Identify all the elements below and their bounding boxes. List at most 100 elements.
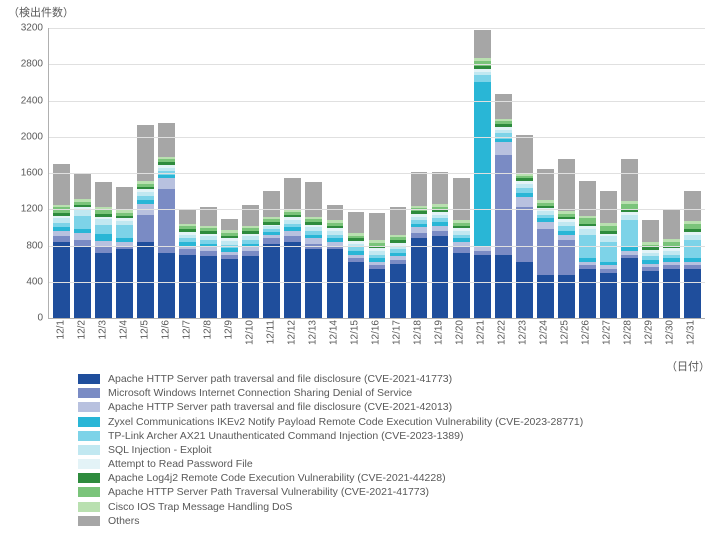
legend-item: Microsoft Windows Internet Connection Sh… (78, 386, 698, 400)
legend-label: TP-Link Archer AX21 Unauthenticated Comm… (108, 429, 463, 443)
bar-segment (179, 255, 196, 318)
legend-swatch (78, 459, 100, 469)
y-tick-label: 400 (26, 276, 49, 287)
detections-stacked-bar-chart: （検出件数） （日付） 0400800120016002000240028003… (0, 0, 720, 539)
stacked-bar (158, 123, 175, 318)
x-tick-label: 12/20 (450, 320, 471, 368)
legend-swatch (78, 487, 100, 497)
bar-segment (600, 273, 617, 318)
stacked-bar (200, 207, 217, 318)
x-tick-label: 12/16 (365, 320, 386, 368)
grid-line (49, 173, 705, 174)
legend-item: Apache HTTP Server path traversal and fi… (78, 400, 698, 414)
bar-segment (495, 255, 512, 318)
bar-segment (600, 191, 617, 223)
bar-segment (621, 220, 638, 247)
bar-segment (579, 181, 596, 215)
grid-line (49, 64, 705, 65)
bar-segment (74, 173, 91, 199)
legend-swatch (78, 402, 100, 412)
bar-segment (663, 269, 680, 318)
grid-line (49, 209, 705, 210)
bar-segment (516, 207, 533, 261)
y-tick-label: 2400 (21, 95, 49, 106)
plot-area: 0400800120016002000240028003200 (48, 28, 705, 319)
bar-segment (74, 216, 91, 230)
stacked-bar (579, 181, 596, 318)
x-tick-label: 12/8 (197, 320, 218, 368)
x-tick-label: 12/10 (239, 320, 260, 368)
bar-segment (432, 236, 449, 318)
bar-segment (684, 269, 701, 318)
bar-segment (116, 249, 133, 318)
legend-item: TP-Link Archer AX21 Unauthenticated Comm… (78, 429, 698, 443)
bar-segment (95, 182, 112, 207)
stacked-bar (327, 205, 344, 318)
legend-label: Apache Log4j2 Remote Code Execution Vuln… (108, 471, 446, 485)
bar-segment (74, 233, 91, 240)
bar-segment (474, 30, 491, 58)
x-tick-label: 12/13 (302, 320, 323, 368)
legend-label: Apache HTTP Server Path Traversal Vulner… (108, 485, 429, 499)
x-tick-label: 12/19 (429, 320, 450, 368)
bar-segment (116, 187, 133, 211)
x-tick-label: 12/30 (660, 320, 681, 368)
x-tick-label: 12/5 (134, 320, 155, 368)
legend-swatch (78, 417, 100, 427)
bar-segment (453, 253, 470, 318)
bar-segment (537, 229, 554, 274)
bar-segment (348, 262, 365, 318)
bar-segment (137, 242, 154, 318)
x-tick-label: 12/27 (597, 320, 618, 368)
legend-item: SQL Injection - Exploit (78, 443, 698, 457)
bar-segment (495, 142, 512, 155)
bar-segment (348, 212, 365, 233)
y-tick-label: 2800 (21, 59, 49, 70)
bar-segment (179, 210, 196, 224)
bar-segment (158, 178, 175, 189)
legend-swatch (78, 516, 100, 526)
bar-segment (411, 172, 428, 206)
x-tick-label: 12/3 (92, 320, 113, 368)
bar-segment (263, 191, 280, 217)
y-axis-title: （検出件数） (8, 4, 74, 20)
bar-segment (516, 197, 533, 208)
legend-label: Apache HTTP Server path traversal and fi… (108, 400, 452, 414)
x-tick-label: 12/9 (218, 320, 239, 368)
legend-item: Apache Log4j2 Remote Code Execution Vuln… (78, 471, 698, 485)
bar-segment (305, 249, 322, 318)
legend-swatch (78, 473, 100, 483)
bar-segment (200, 256, 217, 318)
x-tick-label: 12/18 (408, 320, 429, 368)
stacked-bar (348, 212, 365, 318)
stacked-bar (53, 164, 70, 318)
x-tick-label: 12/15 (344, 320, 365, 368)
bar-segment (221, 259, 238, 318)
bar-segment (137, 215, 154, 242)
bar-segment (327, 205, 344, 220)
legend-item: Others (78, 514, 698, 528)
legend-label: Microsoft Windows Internet Connection Sh… (108, 386, 412, 400)
legend-swatch (78, 502, 100, 512)
bar-segment (474, 255, 491, 318)
x-tick-label: 12/22 (492, 320, 513, 368)
bar-segment (684, 191, 701, 221)
bar-segment (53, 242, 70, 318)
bar-segment (642, 220, 659, 242)
grid-line (49, 101, 705, 102)
bar-segment (537, 222, 554, 229)
x-tick-label: 12/1 (50, 320, 71, 368)
grid-line (49, 137, 705, 138)
bar-segment (116, 225, 133, 239)
x-tick-label: 12/14 (323, 320, 344, 368)
x-tick-label: 12/6 (155, 320, 176, 368)
x-tick-label: 12/2 (71, 320, 92, 368)
x-tick-label: 12/7 (176, 320, 197, 368)
x-tick-label: 12/4 (113, 320, 134, 368)
x-tick-label: 12/26 (576, 320, 597, 368)
stacked-bar (284, 178, 301, 318)
bar-segment (242, 205, 259, 226)
stacked-bar (116, 187, 133, 318)
y-tick-label: 800 (26, 240, 49, 251)
bar-segment (453, 178, 470, 221)
